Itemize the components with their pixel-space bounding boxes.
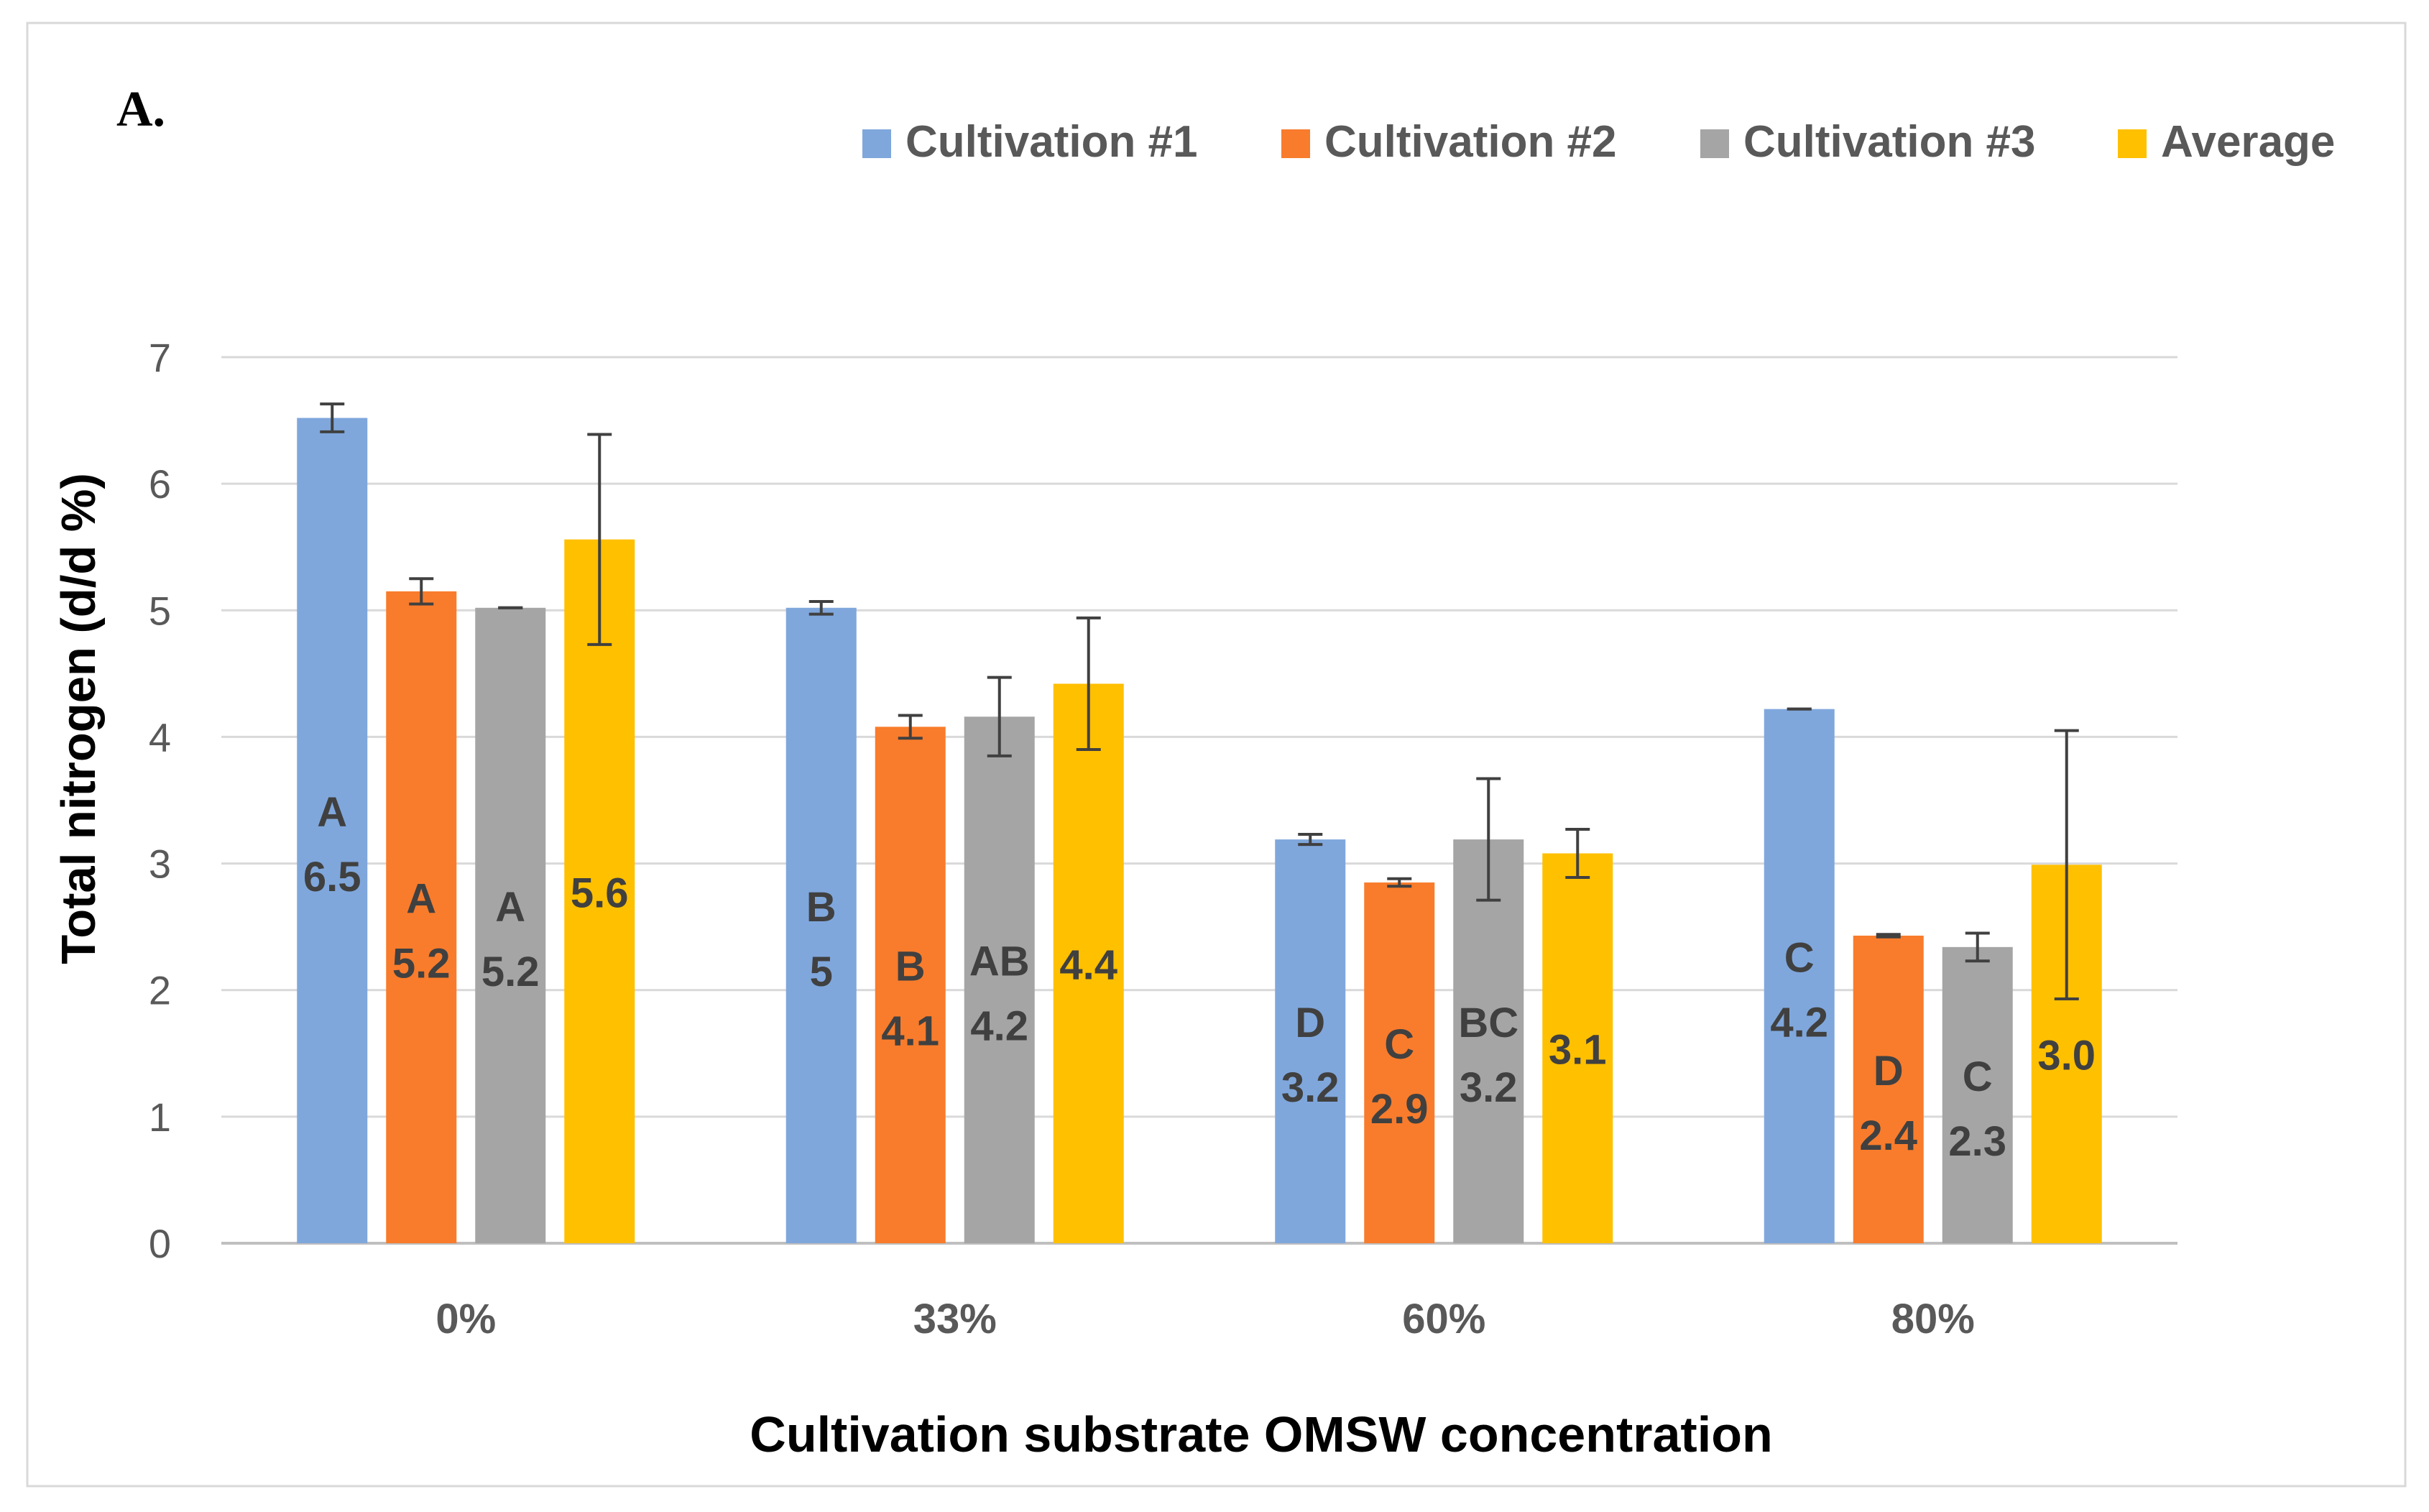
y-tick-label: 6 (149, 461, 171, 507)
bar (297, 418, 368, 1243)
data-label: 3.2 (1460, 1064, 1518, 1111)
data-label: 6.5 (303, 854, 361, 900)
significance-letter: C (1963, 1054, 1993, 1100)
data-label: 3.1 (1549, 1027, 1607, 1074)
y-tick-label: 7 (149, 335, 171, 380)
data-label: 5.6 (571, 870, 629, 916)
bar (386, 591, 457, 1243)
x-axis-title: Cultivation substrate OMSW concentration (750, 1406, 1772, 1462)
data-label: 4.2 (1770, 999, 1828, 1046)
significance-letter: A (495, 884, 525, 931)
y-tick-label: 0 (149, 1221, 171, 1266)
y-tick-label: 1 (149, 1094, 171, 1140)
gridlines (221, 356, 2177, 1245)
y-tick-label: 2 (149, 968, 171, 1013)
bar (564, 539, 635, 1243)
legend-swatch (1700, 129, 1729, 158)
legend-label: Cultivation #1 (905, 117, 1198, 167)
significance-letter: D (1295, 1000, 1325, 1046)
legend-swatch (2118, 129, 2147, 158)
bar (1764, 709, 1835, 1243)
bar (1853, 935, 1924, 1243)
panel-label: A. (116, 82, 165, 137)
significance-letter: A (317, 789, 347, 836)
x-tick-label: 0% (435, 1296, 496, 1342)
x-tick-label: 33% (913, 1296, 997, 1342)
bar (1275, 839, 1346, 1243)
data-label: 4.1 (881, 1008, 939, 1055)
error-bars (320, 402, 2079, 1001)
data-label: 5.2 (392, 940, 451, 987)
bars (297, 418, 2102, 1243)
significance-letter: C (1784, 934, 1815, 981)
legend-swatch (1281, 129, 1310, 158)
data-label: 5 (810, 949, 833, 995)
data-label: 2.9 (1370, 1086, 1429, 1133)
data-label: 4.2 (970, 1003, 1028, 1050)
legend-label: Cultivation #3 (1743, 117, 2036, 167)
y-tick-label: 3 (149, 842, 171, 887)
significance-letter: C (1384, 1021, 1414, 1068)
legend: Cultivation #1 Cultivation #2 Cultivation … (862, 117, 2335, 167)
x-tick-label: 80% (1891, 1296, 1975, 1342)
bar (785, 607, 857, 1243)
significance-letter: A (406, 875, 436, 922)
data-label: 4.4 (1059, 942, 1117, 989)
x-tick-label: 60% (1402, 1296, 1485, 1342)
legend-label: Average (2161, 117, 2335, 167)
data-label: 3.0 (2037, 1033, 2096, 1079)
bar (1053, 683, 1124, 1243)
bar (1453, 839, 1524, 1243)
significance-letter: B (806, 884, 836, 931)
data-label: 5.2 (481, 949, 540, 995)
x-axis: 0% 33% 60% 80% (435, 1296, 1974, 1342)
significance-letter: D (1873, 1048, 1904, 1094)
legend-label: Cultivation #2 (1324, 117, 1617, 167)
y-axis: 0 1 2 3 4 5 6 7 (149, 335, 171, 1266)
bar (1942, 946, 2013, 1243)
significance-letter: BC (1458, 1000, 1518, 1046)
data-label: 2.3 (1948, 1118, 2006, 1165)
y-axis-title: Total nitrogen (d/d %) (52, 473, 106, 964)
y-tick-label: 4 (149, 714, 171, 760)
bar (1542, 853, 1613, 1243)
bar (875, 727, 946, 1243)
bar (1364, 882, 1435, 1243)
y-tick-label: 5 (149, 588, 171, 633)
data-label: 3.2 (1281, 1064, 1340, 1111)
data-labels: A 6.5 A 5.2 A 5.2 5.6 B 5 B 4.1 AB 4.2 4.4 D 3.2 C 2.9 BC 3… (303, 789, 2096, 1165)
bar (475, 607, 546, 1243)
chart-frame (26, 22, 2407, 1488)
significance-letter: AB (969, 939, 1030, 985)
legend-swatch (862, 129, 891, 158)
significance-letter: B (895, 944, 926, 990)
data-label: 2.4 (1859, 1112, 1917, 1159)
bar (964, 716, 1035, 1243)
